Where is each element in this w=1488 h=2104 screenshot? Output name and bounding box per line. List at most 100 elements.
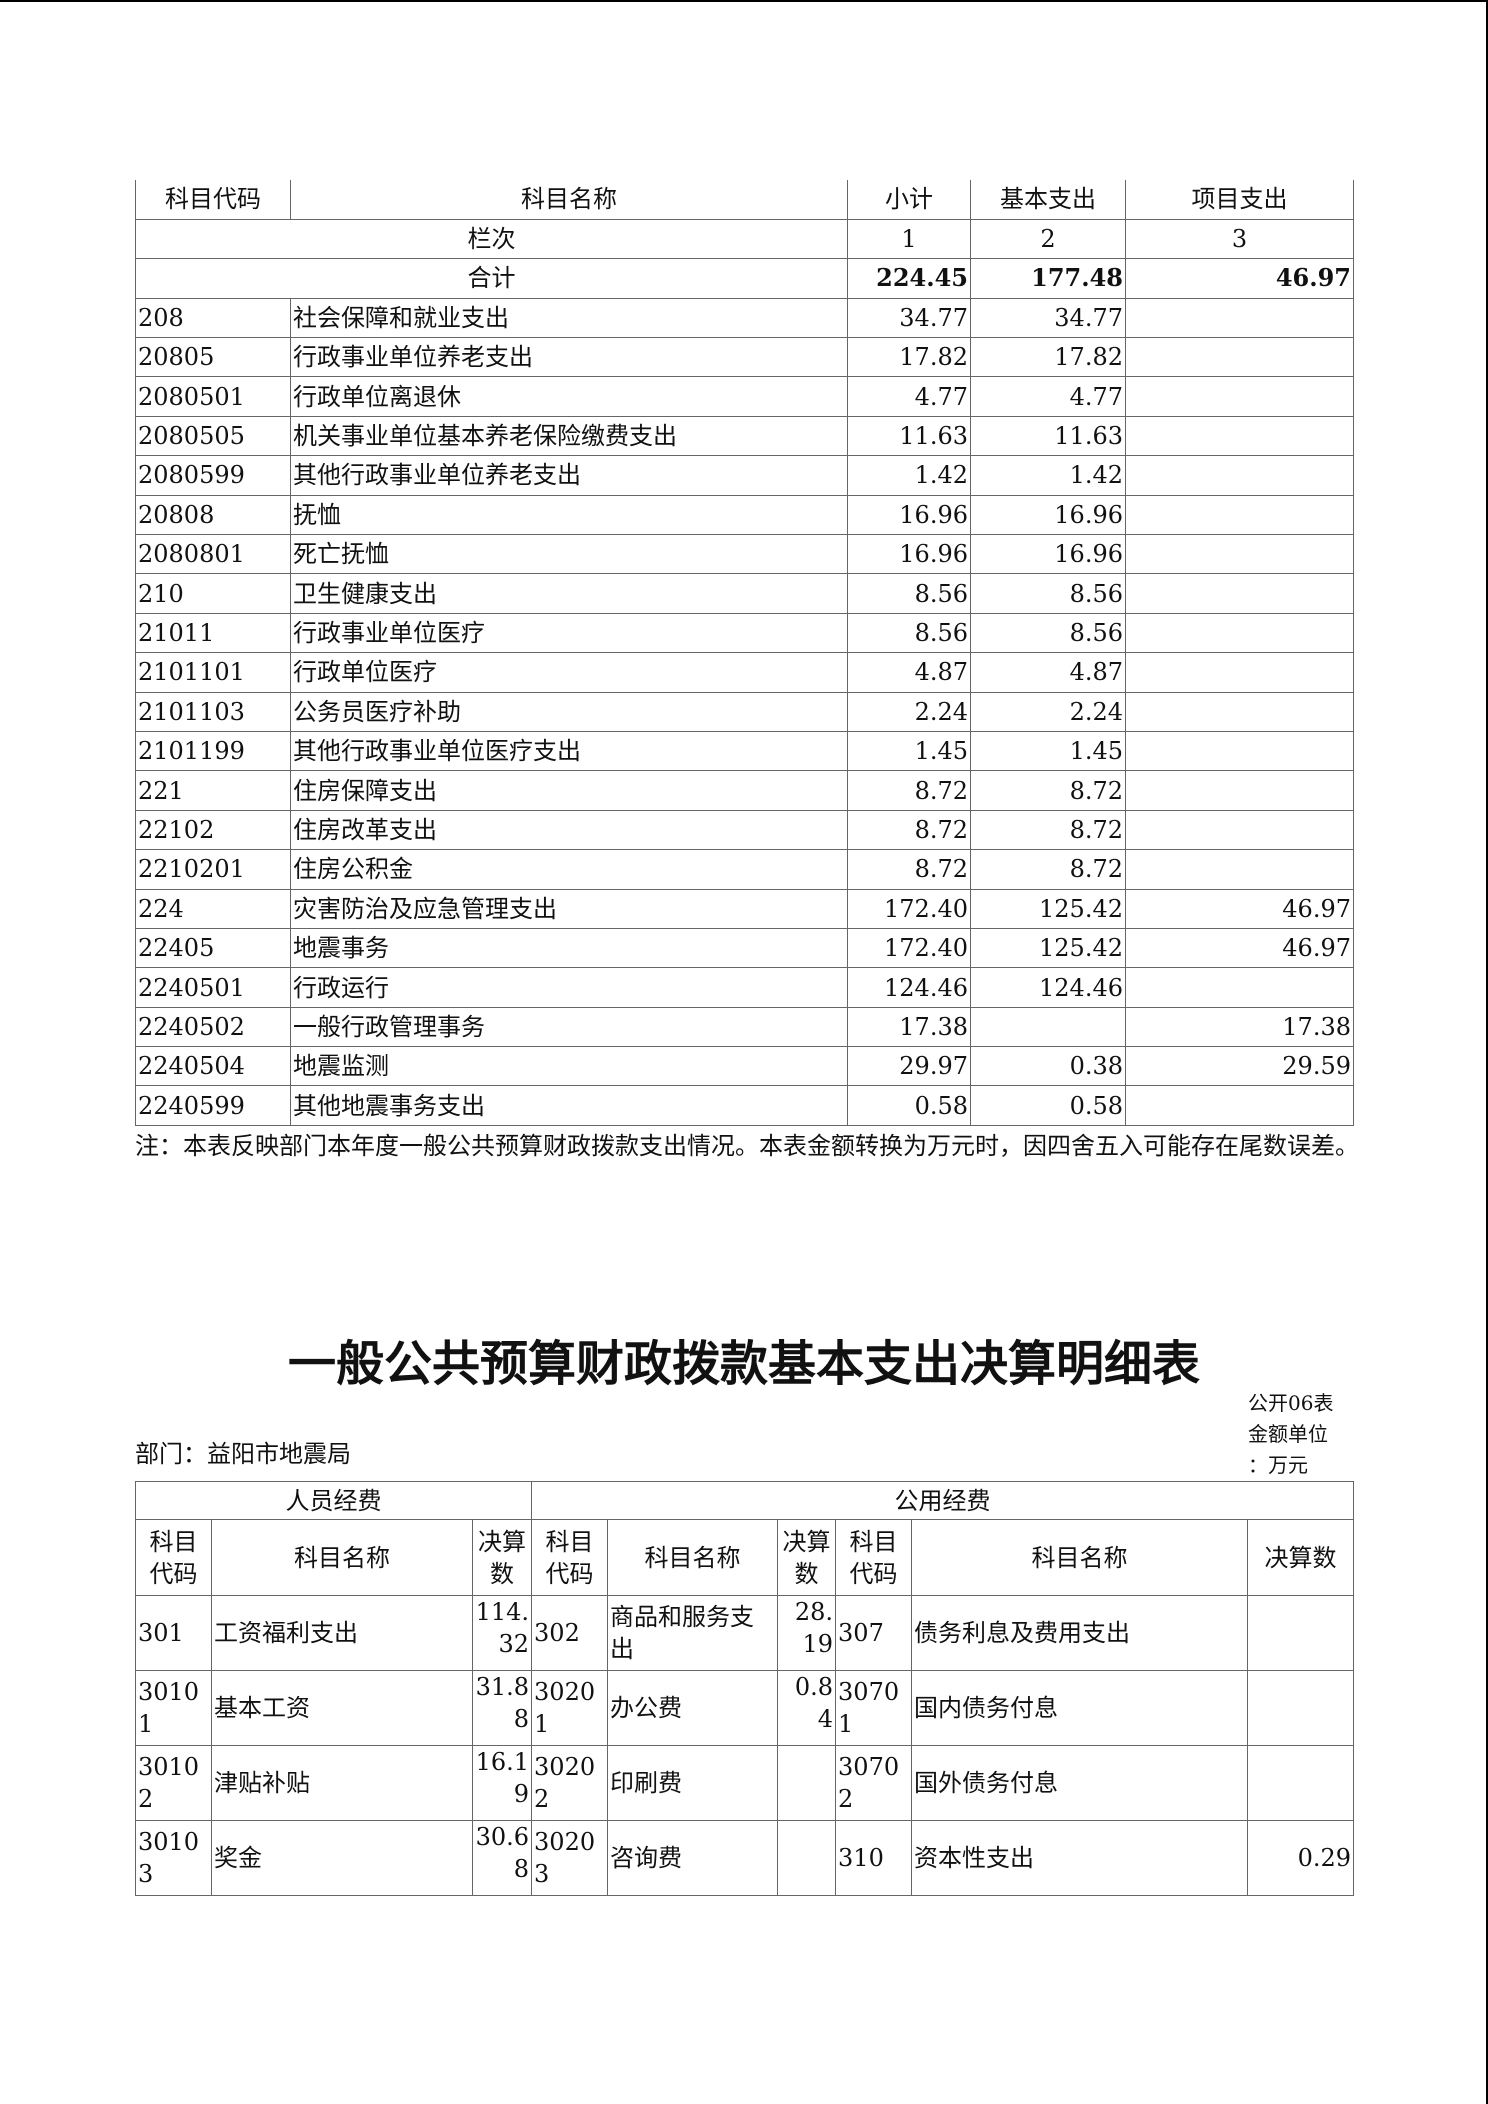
- row-amount: 16.19: [471, 1745, 533, 1821]
- table-row: 2240599 其他地震事务支出 0.58 0.58: [135, 1085, 1354, 1126]
- row-subtotal: 29.97: [847, 1046, 971, 1087]
- header-name: 科目名称: [290, 180, 848, 220]
- row-code: 30702: [835, 1745, 913, 1821]
- header-subtotal: 小计: [847, 180, 971, 220]
- unit-value: ：万元: [1248, 1453, 1308, 1477]
- table-row: 221 住房保障支出 8.72 8.72: [135, 770, 1354, 811]
- row-basic: 8.72: [970, 770, 1126, 811]
- row-name: 奖金: [211, 1820, 473, 1896]
- row-name: 国外债务付息: [911, 1745, 1249, 1821]
- row-subtotal: 34.77: [847, 297, 971, 339]
- row-project: [1125, 455, 1354, 496]
- row-name: 灾害防治及应急管理支出: [290, 888, 848, 929]
- row-code: 22405: [135, 927, 291, 969]
- page-title: 一般公共预算财政拨款基本支出决算明细表: [287, 1336, 1200, 1392]
- header-basic: 基本支出: [970, 180, 1126, 220]
- row-code: 30203: [531, 1820, 609, 1896]
- row-basic: 124.46: [970, 967, 1126, 1008]
- row-code: 2080505: [135, 415, 291, 457]
- header-project: 项目支出: [1125, 180, 1354, 220]
- header-name: 科目名称: [911, 1519, 1249, 1596]
- row-name: 卫生健康支出: [290, 573, 848, 614]
- row-project: [1125, 337, 1354, 378]
- table-row: 2210201 住房公积金 8.72 8.72: [135, 849, 1354, 890]
- row-code: 30103: [135, 1820, 212, 1896]
- row-amount: 0.29: [1247, 1820, 1355, 1896]
- row-project: [1125, 415, 1354, 457]
- row-code: 30101: [135, 1670, 212, 1746]
- row-basic: 16.96: [970, 534, 1126, 575]
- row-name: 行政事业单位医疗: [290, 612, 848, 654]
- row-project: [1125, 691, 1354, 732]
- row-name: 资本性支出: [911, 1820, 1249, 1896]
- row-name: 债务利息及费用支出: [911, 1595, 1249, 1671]
- row-project: [1125, 730, 1354, 772]
- table-row: 21011 行政事业单位医疗 8.56 8.56: [135, 612, 1354, 654]
- header-amount: 决算数: [1247, 1519, 1355, 1596]
- row-code: 224: [135, 888, 291, 929]
- table-row: 224 灾害防治及应急管理支出 172.40 125.42 46.97: [135, 888, 1354, 929]
- row-amount: 0.84: [777, 1670, 837, 1746]
- row-name: 社会保障和就业支出: [290, 297, 848, 339]
- row-name: 咨询费: [607, 1820, 779, 1896]
- row-project: 46.97: [1125, 888, 1354, 929]
- row-code: 302: [531, 1595, 609, 1671]
- row-project: 46.97: [1125, 927, 1354, 969]
- row-name: 机关事业单位基本养老保险缴费支出: [290, 415, 848, 457]
- row-subtotal: 172.40: [847, 927, 971, 969]
- row-code: 20808: [135, 494, 291, 536]
- row-project: [1125, 1085, 1354, 1126]
- table-row: 2101103 公务员医疗补助 2.24 2.24: [135, 691, 1354, 732]
- index-label: 栏次: [135, 218, 848, 260]
- total-label: 合计: [135, 258, 848, 299]
- table-header-row: 科目代码 科目名称 决算数 科目代码 科目名称 决算数 科目代码 科目名称 决算数: [135, 1519, 1355, 1596]
- row-project: [1125, 809, 1354, 851]
- row-project: [1125, 849, 1354, 890]
- row-subtotal: 8.72: [847, 809, 971, 851]
- row-basic: 0.38: [970, 1046, 1126, 1087]
- header-code: 科目代码: [135, 180, 291, 220]
- row-basic: 17.82: [970, 337, 1126, 378]
- row-name: 其他行政事业单位养老支出: [290, 455, 848, 496]
- row-code: 21011: [135, 612, 291, 654]
- row-project: [1125, 376, 1354, 417]
- table-row: 2080801 死亡抚恤 16.96 16.96: [135, 534, 1354, 575]
- row-project: 17.38: [1125, 1006, 1354, 1048]
- header-name: 科目名称: [211, 1519, 473, 1596]
- row-project: 29.59: [1125, 1046, 1354, 1087]
- row-basic: 1.45: [970, 730, 1126, 772]
- row-name: 国内债务付息: [911, 1670, 1249, 1746]
- row-code: 30201: [531, 1670, 609, 1746]
- table-row: 2240501 行政运行 124.46 124.46: [135, 967, 1354, 1008]
- index-col: 1: [847, 218, 971, 260]
- row-subtotal: 1.45: [847, 730, 971, 772]
- row-name: 地震监测: [290, 1046, 848, 1087]
- row-basic: 125.42: [970, 888, 1126, 929]
- row-code: 2101199: [135, 730, 291, 772]
- row-code: 30202: [531, 1745, 609, 1821]
- row-basic: 4.77: [970, 376, 1126, 417]
- table-row: 2240502 一般行政管理事务 17.38 17.38: [135, 1006, 1354, 1048]
- row-subtotal: 11.63: [847, 415, 971, 457]
- row-name: 行政运行: [290, 967, 848, 1008]
- row-code: 2210201: [135, 849, 291, 890]
- row-subtotal: 8.72: [847, 849, 971, 890]
- row-amount: [777, 1745, 837, 1821]
- table-row: 30101 基本工资 31.88 30201 办公费 0.84 30701 国内债务付息: [135, 1670, 1355, 1746]
- table-row: 208 社会保障和就业支出 34.77 34.77: [135, 297, 1354, 339]
- table-header-row: 科目代码 科目名称 小计 基本支出 项目支出: [135, 180, 1354, 220]
- header-amount: 决算数: [471, 1519, 533, 1596]
- row-name: 一般行政管理事务: [290, 1006, 848, 1048]
- row-code: 2240599: [135, 1085, 291, 1126]
- row-amount: 114.32: [471, 1595, 533, 1671]
- row-subtotal: 16.96: [847, 534, 971, 575]
- row-subtotal: 17.38: [847, 1006, 971, 1048]
- row-name: 住房保障支出: [290, 770, 848, 811]
- row-basic: 11.63: [970, 415, 1126, 457]
- row-subtotal: 1.42: [847, 455, 971, 496]
- row-name: 其他行政事业单位医疗支出: [290, 730, 848, 772]
- total-value: 46.97: [1125, 258, 1354, 299]
- row-code: 301: [135, 1595, 212, 1671]
- header-name: 科目名称: [607, 1519, 779, 1596]
- row-amount: [777, 1820, 837, 1896]
